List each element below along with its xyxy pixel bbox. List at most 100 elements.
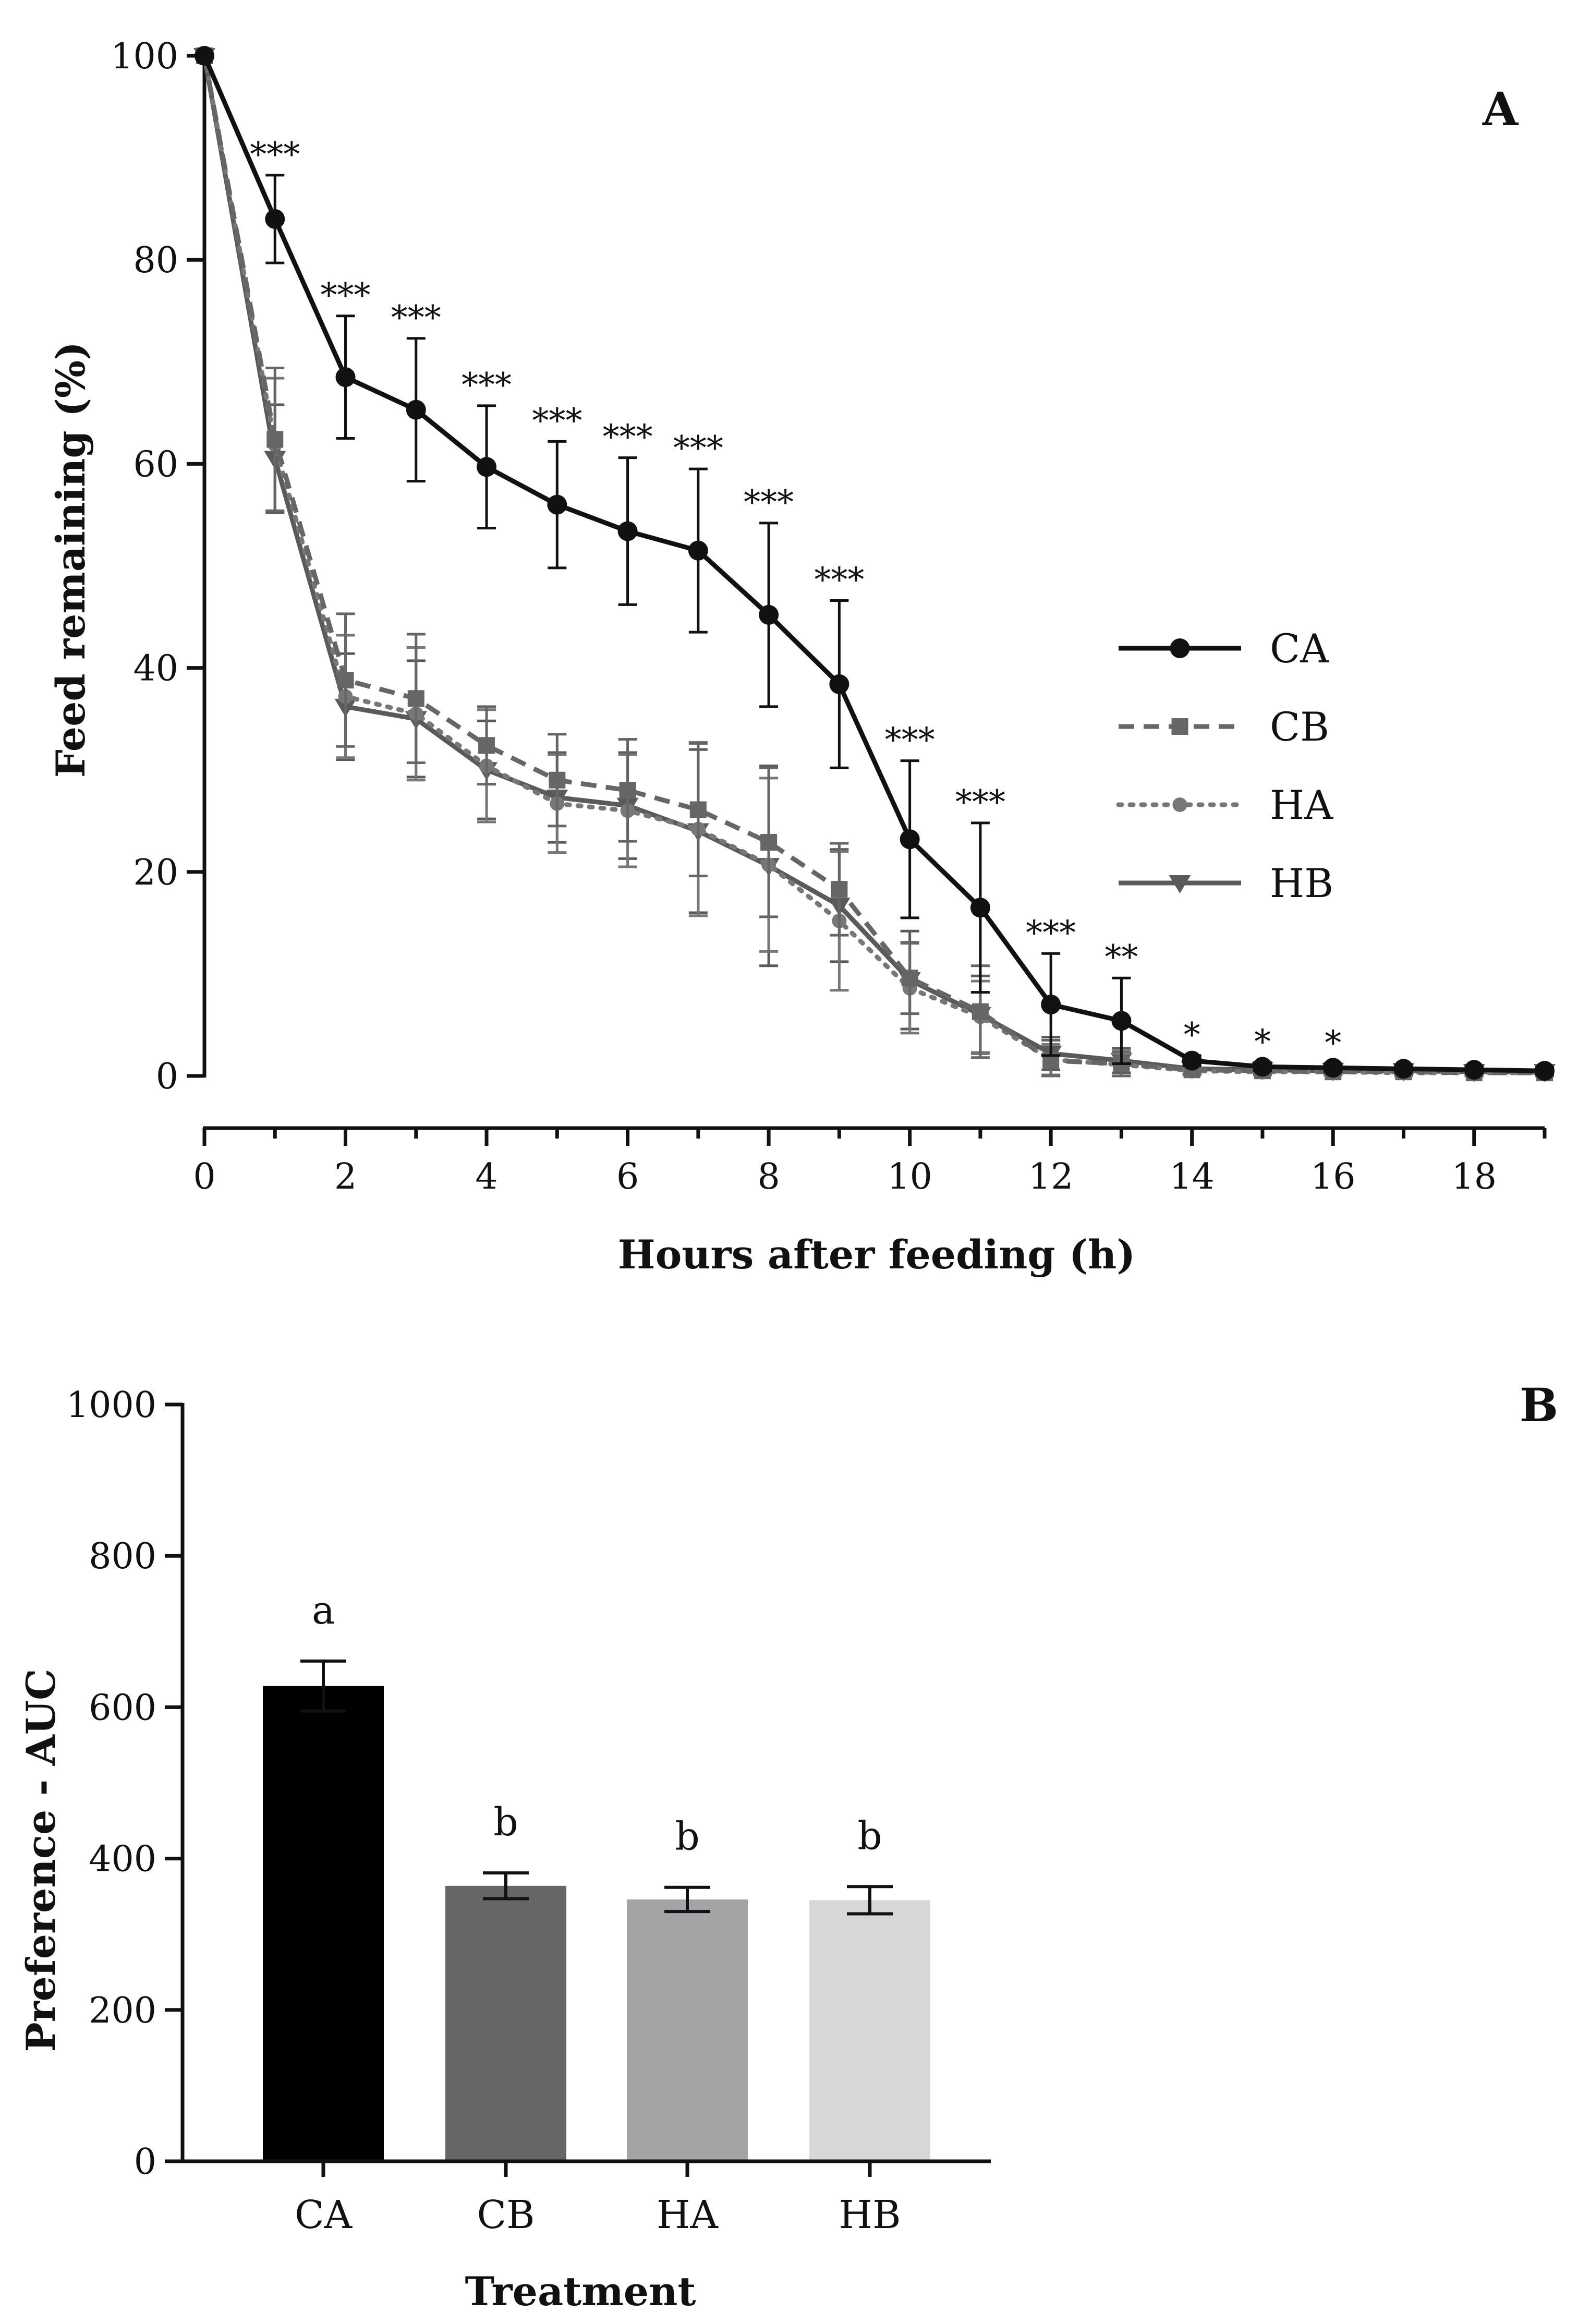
panel-a-y-tick-label: 100 bbox=[111, 36, 178, 77]
significance-label: *** bbox=[321, 276, 371, 315]
panel-a-label: A bbox=[1482, 82, 1519, 136]
data-point bbox=[1182, 1050, 1202, 1071]
panel-a-significance: *************** *** ********************* *… bbox=[250, 136, 1341, 1063]
data-point bbox=[1111, 1011, 1132, 1031]
data-point bbox=[759, 604, 779, 625]
bar bbox=[263, 1686, 384, 2161]
significance-label: *** bbox=[250, 136, 300, 174]
bar-group-cb: b CB bbox=[445, 1800, 566, 2237]
legend-item-hb: HB bbox=[1119, 860, 1333, 906]
series-line bbox=[202, 55, 1545, 1073]
significance-label: * bbox=[1184, 1016, 1200, 1055]
data-point bbox=[619, 782, 636, 799]
panel-b-y-tick-label: 800 bbox=[89, 1536, 156, 1577]
panel-a-x-axis-label: Hours after feeding (h) bbox=[618, 1231, 1135, 1278]
significance-label: *** bbox=[1026, 914, 1076, 952]
panel-a-y-tick-label: 20 bbox=[133, 852, 178, 893]
significance-label: *** bbox=[814, 561, 864, 600]
series-line bbox=[202, 55, 1545, 1075]
legend-item-cb: CB bbox=[1119, 704, 1329, 750]
bar-group-ca: a CA bbox=[263, 1588, 384, 2237]
data-point bbox=[407, 690, 424, 707]
data-point bbox=[1323, 1058, 1343, 1078]
data-point bbox=[688, 540, 708, 561]
significance-label: *** bbox=[744, 483, 794, 522]
series-line bbox=[202, 55, 1545, 1074]
panel-a-x-tick-label: 0 bbox=[193, 1156, 215, 1197]
data-point bbox=[829, 674, 849, 694]
significance-label: *** bbox=[462, 366, 512, 405]
significance-label: ** bbox=[1104, 938, 1138, 977]
data-point bbox=[1535, 1061, 1555, 1081]
panel-a-x-tick-label: 2 bbox=[334, 1156, 357, 1197]
significance-label: *** bbox=[532, 402, 582, 440]
panel-b-y-tick-label: 0 bbox=[134, 2141, 156, 2183]
data-point bbox=[1252, 1057, 1272, 1077]
data-point bbox=[337, 672, 354, 689]
category-label: CA bbox=[295, 2193, 353, 2237]
panel-a-legend: CA CB HA HB bbox=[1116, 625, 1333, 906]
panel-a-x-tick-label: 8 bbox=[757, 1156, 780, 1197]
panel-b-y-axis-label: Preference - AUC bbox=[18, 1668, 64, 2052]
significance-label: *** bbox=[885, 721, 935, 760]
significance-label: *** bbox=[391, 299, 441, 337]
series-hb bbox=[193, 48, 1556, 1083]
panel-a-y-tick-label: 80 bbox=[133, 240, 178, 281]
panel-a-series bbox=[193, 46, 1556, 1083]
panel-b-y-tick-label: 200 bbox=[89, 1990, 156, 2031]
panel-a-y-tick-label: 0 bbox=[156, 1056, 178, 1097]
category-label: CB bbox=[477, 2193, 535, 2237]
panel-b-ticks: 0 200 400 600 800 1000 bbox=[66, 1385, 872, 2183]
series-cb bbox=[196, 47, 1554, 1082]
data-point bbox=[1041, 995, 1061, 1015]
bar bbox=[445, 1885, 566, 2161]
data-point bbox=[972, 1003, 989, 1020]
significance-label: *** bbox=[955, 783, 1005, 822]
series-ca bbox=[195, 46, 1555, 1081]
data-point bbox=[970, 898, 990, 918]
legend-label: HB bbox=[1270, 860, 1333, 906]
legend-item-ha: HA bbox=[1116, 782, 1333, 828]
data-point bbox=[1393, 1059, 1414, 1079]
panel-a-x-tick-label: 6 bbox=[616, 1156, 639, 1197]
legend-marker bbox=[1172, 797, 1187, 812]
significance-letter: b bbox=[857, 1813, 882, 1858]
data-point bbox=[478, 737, 495, 754]
panel-b-y-tick-label: 1000 bbox=[66, 1385, 156, 1426]
data-point bbox=[617, 521, 638, 541]
panel-b-bar-chart: a CA b CB b HA b HB 0 200 400 600 800 1000 Treatment… bbox=[18, 1378, 1558, 2315]
panel-a-y-tick-label: 40 bbox=[133, 648, 178, 689]
panel-a-x-tick-label: 14 bbox=[1169, 1156, 1215, 1197]
data-point bbox=[477, 457, 497, 477]
panel-a-axes bbox=[202, 54, 1545, 1130]
data-point bbox=[195, 46, 214, 66]
panel-a-x-tick-label: 12 bbox=[1028, 1156, 1074, 1197]
series-line bbox=[202, 53, 1547, 1075]
data-point bbox=[900, 829, 920, 850]
data-point bbox=[901, 970, 918, 987]
legend-item-ca: CA bbox=[1119, 625, 1329, 672]
panel-b-label: B bbox=[1520, 1378, 1558, 1432]
category-label: HA bbox=[657, 2193, 719, 2237]
panel-a-y-axis-label: Feed remaining (%) bbox=[47, 342, 94, 778]
panel-a-x-tick-label: 4 bbox=[475, 1156, 497, 1197]
panel-b-y-tick-label: 400 bbox=[89, 1839, 156, 1880]
panel-b-bars: a CA b CB b HA b HB bbox=[263, 1588, 930, 2237]
panel-a-x-tick-label: 16 bbox=[1310, 1156, 1356, 1197]
data-point bbox=[266, 431, 284, 448]
data-point bbox=[265, 209, 285, 229]
data-point bbox=[549, 771, 566, 789]
significance-letter: b bbox=[493, 1800, 518, 1845]
data-point bbox=[547, 494, 567, 515]
significance-letter: b bbox=[675, 1814, 699, 1859]
panel-a-y-tick-label: 60 bbox=[133, 444, 178, 485]
panel-a-ticks: 0 20 40 60 80 100 0 2 4 6 8 10 12 14 16 18 bbox=[111, 36, 1547, 1197]
significance-label: * bbox=[1325, 1024, 1341, 1063]
bar-group-ha: b HA bbox=[627, 1814, 748, 2237]
panel-b-x-axis-label: Treatment bbox=[465, 2268, 696, 2315]
legend-marker bbox=[1169, 875, 1191, 893]
legend-label: HA bbox=[1270, 782, 1333, 828]
panel-a-x-tick-label: 10 bbox=[887, 1156, 932, 1197]
